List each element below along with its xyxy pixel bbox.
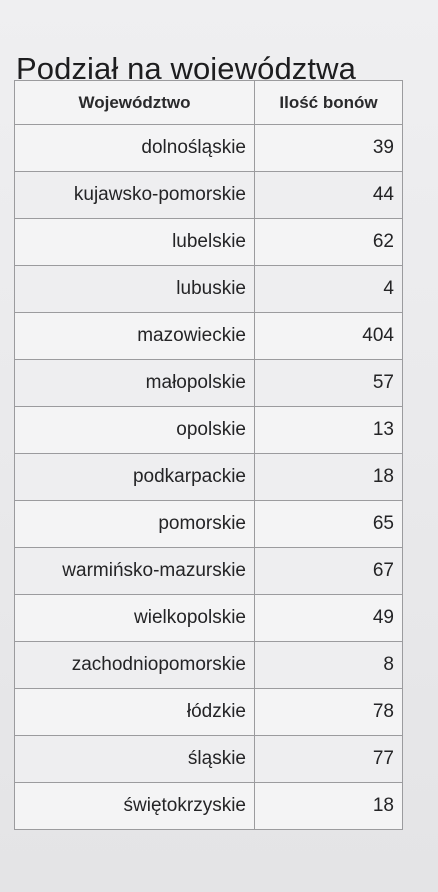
voivodeship-table: Województwo Ilość bonów dolnośląskie 39 … [14,80,403,830]
table-row: lubuskie 4 [14,265,403,313]
table-header: Województwo Ilość bonów [14,80,403,125]
table-row: dolnośląskie 39 [14,124,403,172]
voivodeship-name: lubuskie [14,265,255,313]
voivodeship-name: podkarpackie [14,453,255,501]
voucher-count: 404 [254,312,403,360]
table-row: świętokrzyskie 18 [14,782,403,830]
voivodeship-name: dolnośląskie [14,124,255,172]
voivodeship-name: małopolskie [14,359,255,407]
table-row: pomorskie 65 [14,500,403,548]
voucher-count: 62 [254,218,403,266]
voucher-count: 18 [254,453,403,501]
voivodeship-name: pomorskie [14,500,255,548]
voivodeship-name: warmińsko-mazurskie [14,547,255,595]
column-header-voivodeship: Województwo [14,80,255,125]
voivodeship-name: śląskie [14,735,255,783]
voucher-count: 77 [254,735,403,783]
voivodeship-name: łódzkie [14,688,255,736]
voucher-count: 8 [254,641,403,689]
voivodeship-name: lubelskie [14,218,255,266]
table-row: łódzkie 78 [14,688,403,736]
voivodeship-name: kujawsko-pomorskie [14,171,255,219]
table-row: zachodniopomorskie 8 [14,641,403,689]
table-header-row: Województwo Ilość bonów [14,80,403,125]
table-body: dolnośląskie 39 kujawsko-pomorskie 44 lu… [14,124,403,830]
voucher-count: 44 [254,171,403,219]
page-title: Podział na województwa [16,50,356,86]
voucher-count: 67 [254,547,403,595]
table-row: małopolskie 57 [14,359,403,407]
voucher-count: 57 [254,359,403,407]
table-row: opolskie 13 [14,406,403,454]
voucher-count: 39 [254,124,403,172]
column-header-voucher-count: Ilość bonów [254,80,403,125]
voucher-count: 18 [254,782,403,830]
voivodeship-name: mazowieckie [14,312,255,360]
voivodeship-name: świętokrzyskie [14,782,255,830]
voucher-count: 78 [254,688,403,736]
table-row: śląskie 77 [14,735,403,783]
voucher-count: 49 [254,594,403,642]
voivodeship-name: opolskie [14,406,255,454]
table-row: podkarpackie 18 [14,453,403,501]
voivodeship-name: zachodniopomorskie [14,641,255,689]
voucher-count: 13 [254,406,403,454]
table-row: lubelskie 62 [14,218,403,266]
table-row: wielkopolskie 49 [14,594,403,642]
voivodeship-name: wielkopolskie [14,594,255,642]
voucher-count: 4 [254,265,403,313]
table-row: kujawsko-pomorskie 44 [14,171,403,219]
table-row: mazowieckie 404 [14,312,403,360]
table-row: warmińsko-mazurskie 67 [14,547,403,595]
voucher-count: 65 [254,500,403,548]
